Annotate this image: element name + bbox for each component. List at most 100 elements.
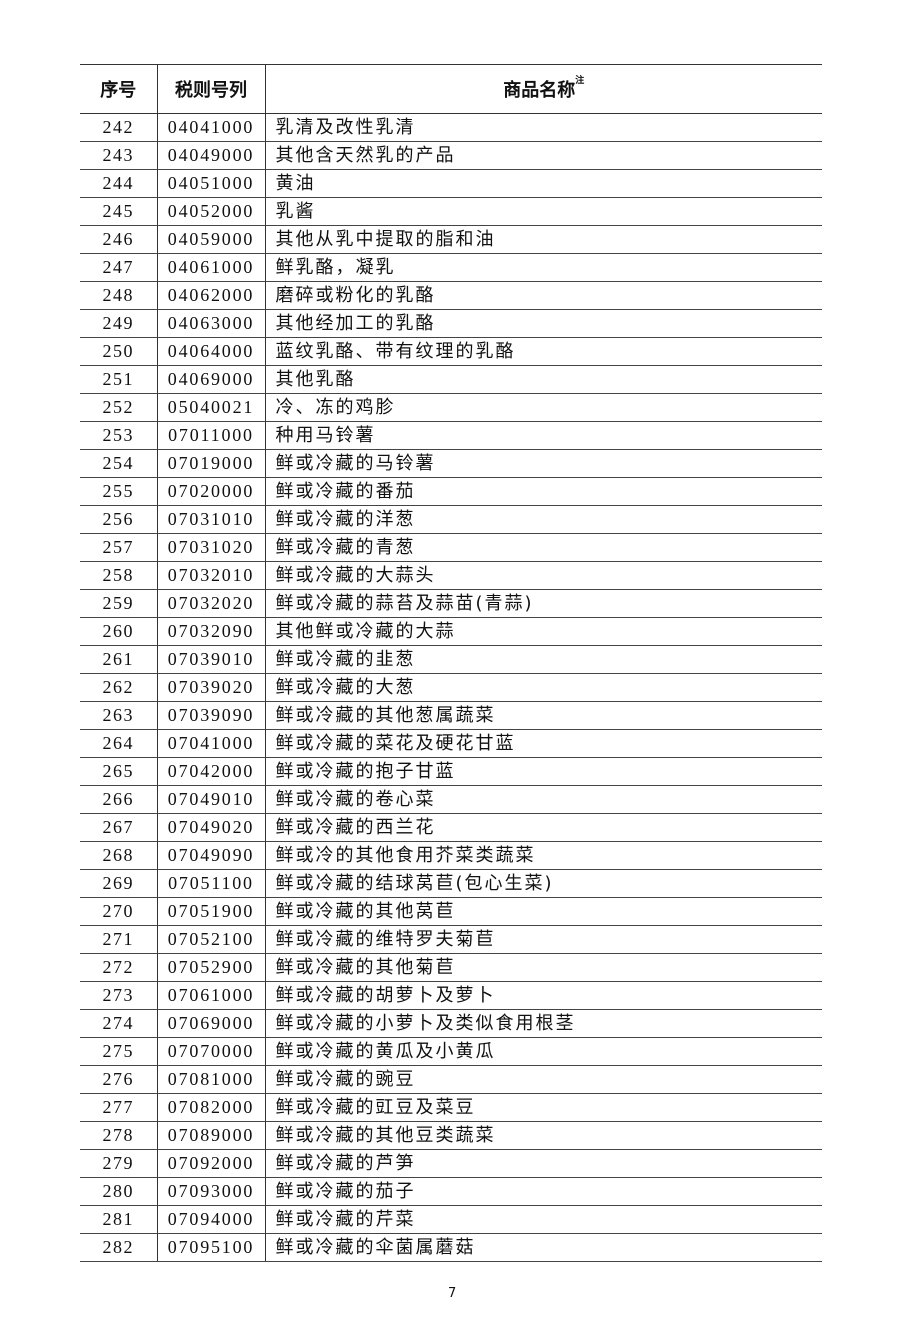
- row-product-name: 冷、冻的鸡胗: [264, 393, 822, 422]
- row-product-name: 种用马铃薯: [264, 421, 822, 450]
- row-seq: 267: [80, 813, 157, 842]
- row-seq: 272: [80, 953, 157, 982]
- row-seq: 274: [80, 1009, 157, 1038]
- table-row: 250 04064000 蓝纹乳酪、带有纹理的乳酪: [80, 337, 822, 366]
- table-row: 266 07049010 鲜或冷藏的卷心菜: [80, 785, 822, 814]
- row-product-name: 鲜或冷藏的芦笋: [264, 1149, 822, 1178]
- table-row: 251 04069000 其他乳酪: [80, 365, 822, 394]
- table-row: 277 07082000 鲜或冷藏的豇豆及菜豆: [80, 1093, 822, 1122]
- row-tariff-code: 07041000: [156, 729, 265, 758]
- table-header-row: 序号 税则号列 商品名称注: [80, 64, 822, 114]
- table-row: 248 04062000 磨碎或粉化的乳酪: [80, 281, 822, 310]
- row-product-name: 鲜或冷藏的其他菊苣: [264, 953, 822, 982]
- row-product-name: 乳清及改性乳清: [264, 113, 822, 142]
- row-product-name: 鲜或冷藏的洋葱: [264, 505, 822, 534]
- table-row: 270 07051900 鲜或冷藏的其他莴苣: [80, 897, 822, 926]
- table-row: 261 07039010 鲜或冷藏的韭葱: [80, 645, 822, 674]
- table-row: 260 07032090 其他鲜或冷藏的大蒜: [80, 617, 822, 646]
- row-tariff-code: 04059000: [156, 225, 265, 254]
- table-row: 247 04061000 鲜乳酪，凝乳: [80, 253, 822, 282]
- row-seq: 273: [80, 981, 157, 1010]
- row-seq: 251: [80, 365, 157, 394]
- table-row: 259 07032020 鲜或冷藏的蒜苔及蒜苗(青蒜): [80, 589, 822, 618]
- row-product-name: 鲜或冷藏的韭葱: [264, 645, 822, 674]
- row-tariff-code: 07031010: [156, 505, 265, 534]
- table-row: 245 04052000 乳酱: [80, 197, 822, 226]
- row-seq: 280: [80, 1177, 157, 1206]
- table-row: 242 04041000 乳清及改性乳清: [80, 113, 822, 142]
- row-product-name: 鲜或冷藏的豌豆: [264, 1065, 822, 1094]
- row-product-name: 鲜或冷藏的胡萝卜及萝卜: [264, 981, 822, 1010]
- row-seq: 255: [80, 477, 157, 506]
- row-product-name: 鲜或冷藏的小萝卜及类似食用根茎: [264, 1009, 822, 1038]
- row-product-name: 鲜或冷藏的马铃薯: [264, 449, 822, 478]
- row-tariff-code: 07049010: [156, 785, 265, 814]
- row-seq: 243: [80, 141, 157, 170]
- row-product-name: 鲜或冷藏的伞菌属蘑菇: [264, 1233, 822, 1262]
- row-tariff-code: 07082000: [156, 1093, 265, 1122]
- row-seq: 252: [80, 393, 157, 422]
- row-seq: 282: [80, 1233, 157, 1262]
- row-product-name: 鲜或冷藏的茄子: [264, 1177, 822, 1206]
- row-product-name: 其他含天然乳的产品: [264, 141, 822, 170]
- row-seq: 242: [80, 113, 157, 142]
- row-seq: 276: [80, 1065, 157, 1094]
- table-row: 282 07095100 鲜或冷藏的伞菌属蘑菇: [80, 1233, 822, 1262]
- row-tariff-code: 07061000: [156, 981, 265, 1010]
- row-seq: 268: [80, 841, 157, 870]
- row-tariff-code: 07049090: [156, 841, 265, 870]
- table-row: 280 07093000 鲜或冷藏的茄子: [80, 1177, 822, 1206]
- row-product-name: 鲜乳酪，凝乳: [264, 253, 822, 282]
- row-seq: 250: [80, 337, 157, 366]
- row-tariff-code: 05040021: [156, 393, 265, 422]
- row-product-name: 鲜或冷藏的青葱: [264, 533, 822, 562]
- row-seq: 258: [80, 561, 157, 590]
- table-row: 272 07052900 鲜或冷藏的其他菊苣: [80, 953, 822, 982]
- row-tariff-code: 07081000: [156, 1065, 265, 1094]
- header-code: 税则号列: [156, 64, 265, 114]
- row-product-name: 鲜或冷藏的卷心菜: [264, 785, 822, 814]
- table-row: 255 07020000 鲜或冷藏的番茄: [80, 477, 822, 506]
- row-tariff-code: 07032010: [156, 561, 265, 590]
- row-product-name: 鲜或冷藏的豇豆及菜豆: [264, 1093, 822, 1122]
- tariff-table: 序号 税则号列 商品名称注 242 04041000 乳清及改性乳清 243 04049…: [80, 64, 822, 1262]
- table-row: 244 04051000 黄油: [80, 169, 822, 198]
- row-tariff-code: 07069000: [156, 1009, 265, 1038]
- row-tariff-code: 04063000: [156, 309, 265, 338]
- row-seq: 249: [80, 309, 157, 338]
- row-seq: 279: [80, 1149, 157, 1178]
- row-seq: 264: [80, 729, 157, 758]
- row-product-name: 鲜或冷藏的芹菜: [264, 1205, 822, 1234]
- row-tariff-code: 04069000: [156, 365, 265, 394]
- table-row: 271 07052100 鲜或冷藏的维特罗夫菊苣: [80, 925, 822, 954]
- row-seq: 269: [80, 869, 157, 898]
- row-seq: 277: [80, 1093, 157, 1122]
- row-product-name: 鲜或冷藏的结球莴苣(包心生菜): [264, 869, 822, 898]
- table-body: 242 04041000 乳清及改性乳清 243 04049000 其他含天然乳的产品 24…: [80, 113, 822, 1262]
- row-tariff-code: 04061000: [156, 253, 265, 282]
- row-product-name: 鲜或冷藏的蒜苔及蒜苗(青蒜): [264, 589, 822, 618]
- row-tariff-code: 07052100: [156, 925, 265, 954]
- row-tariff-code: 07051100: [156, 869, 265, 898]
- row-seq: 270: [80, 897, 157, 926]
- row-product-name: 鲜或冷藏的维特罗夫菊苣: [264, 925, 822, 954]
- header-name: 商品名称注: [264, 64, 822, 114]
- row-tariff-code: 07039010: [156, 645, 265, 674]
- row-tariff-code: 07095100: [156, 1233, 265, 1262]
- row-product-name: 其他鲜或冷藏的大蒜: [264, 617, 822, 646]
- table-row: 256 07031010 鲜或冷藏的洋葱: [80, 505, 822, 534]
- row-tariff-code: 07092000: [156, 1149, 265, 1178]
- row-product-name: 鲜或冷藏的西兰花: [264, 813, 822, 842]
- row-product-name: 蓝纹乳酪、带有纹理的乳酪: [264, 337, 822, 366]
- table-row: 267 07049020 鲜或冷藏的西兰花: [80, 813, 822, 842]
- page-number: 7: [448, 1286, 457, 1301]
- row-tariff-code: 07089000: [156, 1121, 265, 1150]
- row-tariff-code: 07070000: [156, 1037, 265, 1066]
- table-row: 279 07092000 鲜或冷藏的芦笋: [80, 1149, 822, 1178]
- table-row: 257 07031020 鲜或冷藏的青葱: [80, 533, 822, 562]
- row-seq: 244: [80, 169, 157, 198]
- row-seq: 247: [80, 253, 157, 282]
- row-tariff-code: 04051000: [156, 169, 265, 198]
- table-row: 278 07089000 鲜或冷藏的其他豆类蔬菜: [80, 1121, 822, 1150]
- row-seq: 263: [80, 701, 157, 730]
